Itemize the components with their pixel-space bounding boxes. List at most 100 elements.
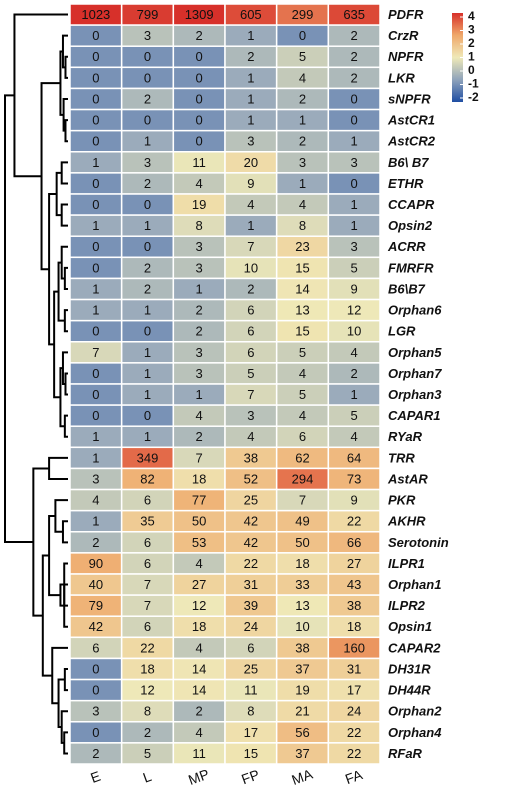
cell-value: 38 bbox=[347, 598, 361, 613]
cell-value: 0 bbox=[92, 239, 99, 254]
cell-value: 1309 bbox=[185, 7, 214, 22]
colorbar-tick-label: -2 bbox=[468, 90, 479, 104]
dendrogram-branch bbox=[41, 554, 53, 677]
cell-value: 13 bbox=[295, 303, 309, 318]
cell-value: 1 bbox=[196, 387, 203, 402]
cell-value: 0 bbox=[92, 70, 99, 85]
cell-value: 6 bbox=[247, 303, 254, 318]
cell-value: 3 bbox=[299, 155, 306, 170]
cell-value: 0 bbox=[144, 113, 151, 128]
cell-value: 1 bbox=[92, 429, 99, 444]
dendrogram-branch bbox=[60, 203, 68, 227]
cell-value: 2 bbox=[92, 535, 99, 550]
cell-value: 6 bbox=[144, 556, 151, 571]
cell-value: 0 bbox=[196, 113, 203, 128]
cell-value: 77 bbox=[192, 493, 206, 508]
row-label: ACRR bbox=[387, 239, 426, 254]
cell-value: 160 bbox=[343, 640, 365, 655]
cell-value: 0 bbox=[144, 70, 151, 85]
row-label: RYaR bbox=[388, 429, 423, 444]
row-label: PDFR bbox=[388, 7, 424, 22]
cell-value: 0 bbox=[92, 683, 99, 698]
cell-value: 0 bbox=[351, 176, 358, 191]
cell-value: 2 bbox=[144, 260, 151, 275]
cell-value: 0 bbox=[92, 661, 99, 676]
dendrogram-branch bbox=[64, 119, 68, 143]
cell-value: 82 bbox=[140, 471, 154, 486]
cell-value: 2 bbox=[144, 91, 151, 106]
cell-value: 0 bbox=[92, 725, 99, 740]
cell-value: 50 bbox=[192, 514, 206, 529]
column-label: E bbox=[88, 768, 102, 786]
cell-value: 42 bbox=[244, 535, 258, 550]
cell-value: 7 bbox=[144, 577, 151, 592]
cell-value: 33 bbox=[295, 577, 309, 592]
row-label: Opsin1 bbox=[388, 619, 432, 634]
cell-value: 1 bbox=[92, 155, 99, 170]
cell-value: 9 bbox=[351, 493, 358, 508]
cell-value: 2 bbox=[196, 704, 203, 719]
cell-value: 6 bbox=[92, 640, 99, 655]
cell-value: 1 bbox=[144, 366, 151, 381]
cell-value: 3 bbox=[196, 345, 203, 360]
dendrogram-branch bbox=[63, 731, 68, 755]
cell-value: 1 bbox=[92, 514, 99, 529]
cell-value: 0 bbox=[92, 134, 99, 149]
cell-value: 42 bbox=[244, 514, 258, 529]
cell-value: 12 bbox=[140, 683, 154, 698]
cell-value: 31 bbox=[347, 661, 361, 676]
cell-value: 64 bbox=[347, 450, 361, 465]
row-label: ILPR2 bbox=[388, 598, 426, 613]
row-label: AstAR bbox=[387, 471, 428, 486]
cell-value: 38 bbox=[244, 450, 258, 465]
cell-value: 6 bbox=[247, 345, 254, 360]
cell-value: 2 bbox=[247, 281, 254, 296]
dendrogram-branch bbox=[63, 309, 68, 333]
cell-value: 18 bbox=[295, 556, 309, 571]
row-label: FMRFR bbox=[388, 260, 434, 275]
cell-value: 3 bbox=[351, 155, 358, 170]
cell-value: 1 bbox=[351, 387, 358, 402]
row-label: Opsin2 bbox=[388, 218, 433, 233]
cell-value: 15 bbox=[244, 746, 258, 761]
cell-value: 62 bbox=[295, 450, 309, 465]
cell-value: 1 bbox=[144, 303, 151, 318]
cell-value: 1 bbox=[144, 429, 151, 444]
cell-value: 349 bbox=[137, 450, 159, 465]
cell-value: 18 bbox=[140, 661, 154, 676]
cell-value: 0 bbox=[92, 176, 99, 191]
cell-value: 14 bbox=[295, 281, 309, 296]
cell-value: 5 bbox=[247, 366, 254, 381]
cell-value: 53 bbox=[192, 535, 206, 550]
cell-value: 294 bbox=[292, 471, 314, 486]
cell-value: 6 bbox=[144, 493, 151, 508]
row-label: Orphan3 bbox=[388, 387, 442, 402]
cell-value: 24 bbox=[347, 704, 361, 719]
cell-value: 0 bbox=[196, 91, 203, 106]
dendrogram-branch bbox=[60, 161, 68, 185]
colorbar-tick-label: 3 bbox=[468, 23, 475, 37]
cell-value: 13 bbox=[295, 598, 309, 613]
column-label: MP bbox=[186, 766, 211, 788]
cell-value: 0 bbox=[351, 113, 358, 128]
dendrogram-branch bbox=[48, 456, 68, 480]
cell-value: 2 bbox=[144, 725, 151, 740]
cell-value: 3 bbox=[92, 704, 99, 719]
cell-value: 4 bbox=[299, 408, 306, 423]
cell-value: 5 bbox=[299, 387, 306, 402]
colorbar-tick-label: 2 bbox=[468, 36, 475, 50]
cell-value: 1 bbox=[92, 450, 99, 465]
cell-value: 3 bbox=[351, 239, 358, 254]
cell-value: 0 bbox=[92, 366, 99, 381]
cell-value: 3 bbox=[144, 155, 151, 170]
cell-value: 11 bbox=[192, 155, 206, 170]
cell-value: 12 bbox=[347, 303, 361, 318]
cell-value: 27 bbox=[192, 577, 206, 592]
cell-value: 24 bbox=[244, 619, 258, 634]
cell-value: 3 bbox=[92, 471, 99, 486]
cell-value: 19 bbox=[192, 197, 206, 212]
cell-value: 3 bbox=[247, 408, 254, 423]
cell-value: 7 bbox=[144, 598, 151, 613]
cell-value: 2 bbox=[196, 303, 203, 318]
